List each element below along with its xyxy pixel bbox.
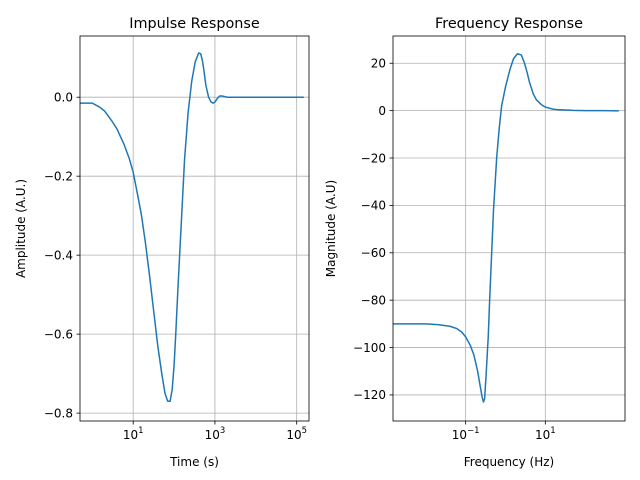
grid-lines bbox=[393, 36, 625, 421]
grid-lines bbox=[80, 36, 309, 421]
x-tick-exponent: 5 bbox=[302, 426, 307, 436]
x-tick-base: 10 bbox=[123, 428, 138, 442]
x-tick-base: 10 bbox=[205, 428, 220, 442]
x-tick-exponent: 1 bbox=[550, 426, 555, 436]
y-axis-label: Amplitude (A.U.) bbox=[14, 179, 28, 278]
x-axis-label: Time (s) bbox=[169, 455, 219, 469]
y-tick-label: −0.6 bbox=[44, 327, 73, 341]
y-tick-label: −60 bbox=[361, 246, 386, 260]
chart-title: Frequency Response bbox=[435, 16, 583, 32]
x-tick-base: 10 bbox=[286, 428, 301, 442]
x-tick-label: 101 bbox=[535, 426, 556, 442]
x-tick-base: 10 bbox=[535, 428, 550, 442]
axes-frame bbox=[392, 35, 626, 422]
chart-title: Impulse Response bbox=[129, 16, 260, 32]
x-tick-exponent: 3 bbox=[220, 426, 225, 436]
y-tick-label: −0.2 bbox=[44, 169, 73, 183]
x-tick-label: 101 bbox=[123, 426, 144, 442]
y-tick-label: −0.8 bbox=[44, 406, 73, 420]
y-tick-label: 0.0 bbox=[54, 91, 73, 105]
series-line bbox=[80, 52, 304, 403]
x-tick-exponent: −1 bbox=[467, 426, 480, 436]
plot-frame bbox=[392, 35, 626, 422]
y-tick-label: 0 bbox=[378, 104, 386, 118]
y-tick-label: −80 bbox=[361, 293, 386, 307]
y-tick-label: −100 bbox=[353, 341, 386, 355]
x-tick-base: 10 bbox=[452, 428, 467, 442]
y-tick-label: −120 bbox=[353, 388, 386, 402]
axes-frame bbox=[79, 35, 310, 422]
y-axis-label: Magnitude (A.U) bbox=[324, 180, 338, 277]
series-lines bbox=[393, 53, 619, 403]
series-lines bbox=[80, 52, 304, 403]
x-tick-label: 103 bbox=[205, 426, 226, 442]
x-axis-label: Frequency (Hz) bbox=[464, 455, 555, 469]
y-tick-label: −40 bbox=[361, 199, 386, 213]
plot-frame bbox=[79, 35, 310, 422]
x-tick-label: 10−1 bbox=[452, 426, 480, 442]
y-tick-label: 20 bbox=[371, 57, 386, 71]
x-tick-label: 105 bbox=[286, 426, 307, 442]
y-tick-label: −20 bbox=[361, 151, 386, 165]
x-tick-exponent: 1 bbox=[138, 426, 143, 436]
series-line bbox=[393, 53, 619, 403]
y-tick-label: −0.4 bbox=[44, 248, 73, 262]
